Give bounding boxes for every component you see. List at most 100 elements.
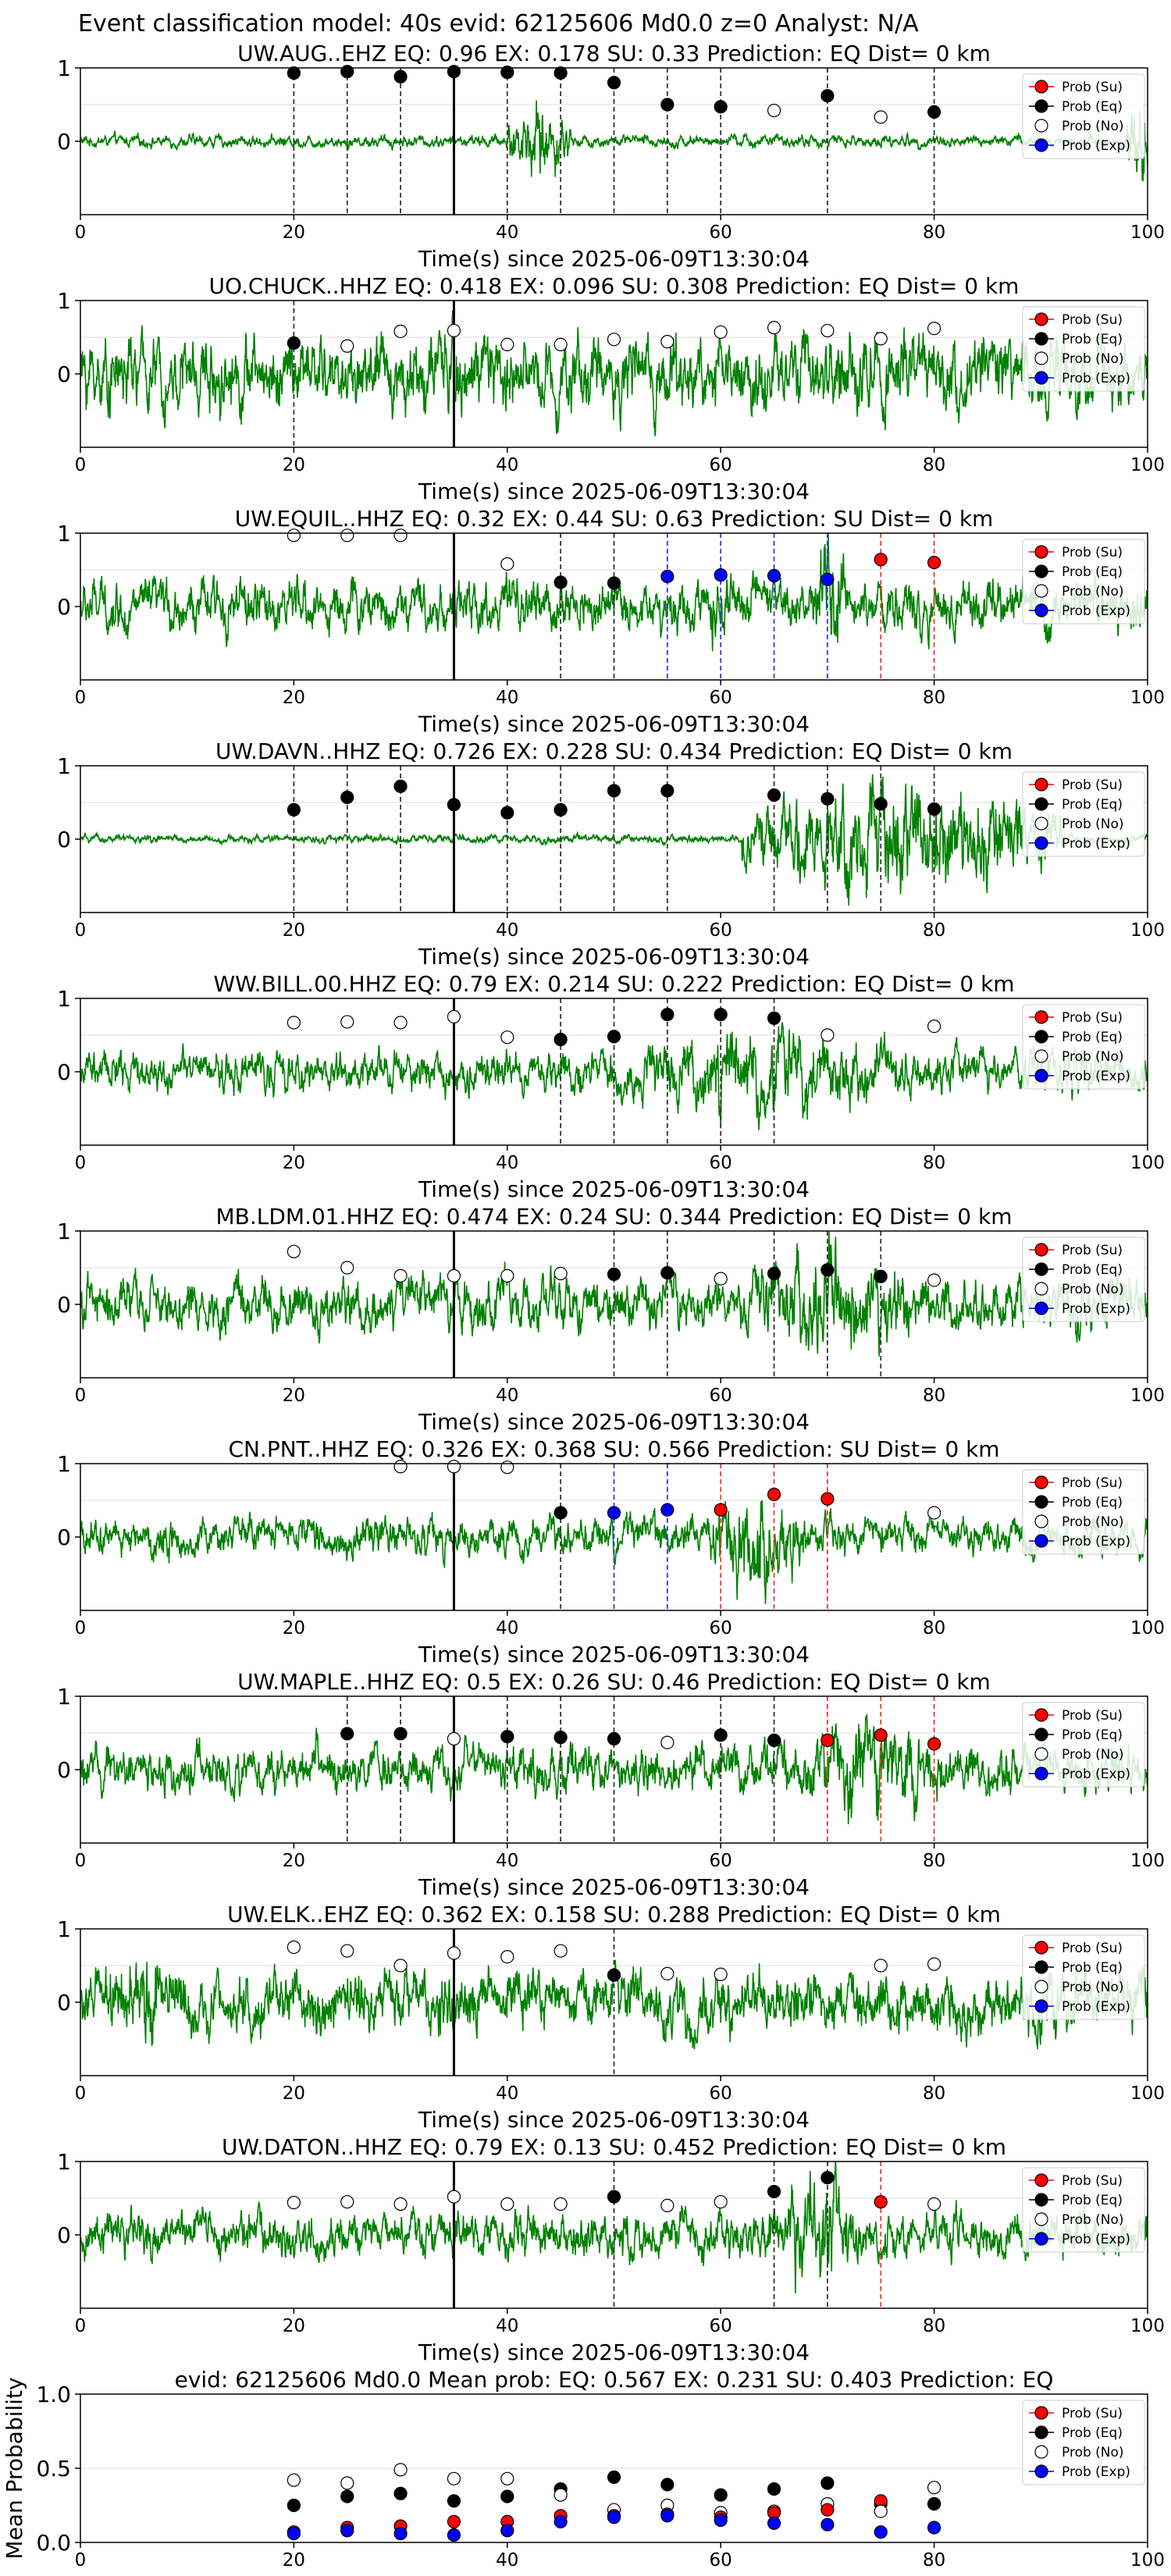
x-tick-label: 60 (710, 1386, 732, 1406)
x-tick-label: 60 (710, 1618, 732, 1638)
legend-marker-su (1034, 1243, 1048, 1257)
x-tick-label: 0 (75, 688, 87, 708)
legend-box (1022, 1934, 1145, 2020)
legend-marker-no (1034, 1980, 1048, 1994)
x-axis-label: Time(s) since 2025-06-09T13:30:04 (418, 479, 810, 504)
prob-point-eq (447, 798, 461, 812)
legend-label: Prob (No) (1062, 2445, 1124, 2460)
prob-point-eq (553, 575, 568, 589)
prob-point-no (287, 528, 301, 543)
legend-label: Prob (Su) (1062, 1941, 1123, 1956)
panel-title: UW.DAVN..HHZ EQ: 0.726 EX: 0.228 SU: 0.4… (215, 738, 1013, 764)
legend: Prob (Su) Prob (Eq) Prob (No) Prob (Exp) (1022, 1469, 1145, 1555)
y-tick-label: 0 (57, 1059, 71, 1085)
panel-title: UW.ELK..EHZ EQ: 0.362 EX: 0.158 SU: 0.28… (227, 1902, 1001, 1927)
legend-marker-no (1034, 1282, 1048, 1296)
legend-label: Prob (Su) (1062, 2173, 1123, 2189)
legend-marker-eq (1034, 1727, 1048, 1742)
x-tick-label: 80 (923, 2316, 945, 2336)
legend-label: Prob (Eq) (1062, 1262, 1123, 1278)
legend-marker-exp (1034, 1534, 1048, 1548)
legend-box (1022, 2400, 1145, 2485)
legend: Prob (Su) Prob (Eq) Prob (No) Prob (Exp) (1022, 73, 1145, 159)
prob-point-no (340, 1944, 354, 1958)
legend-marker-su (1034, 1010, 1048, 1024)
x-tick-label: 0 (75, 222, 87, 243)
prob-point-eq (874, 1269, 888, 1283)
y-tick-label: 1 (57, 521, 71, 546)
prob-point-no (660, 335, 674, 349)
prob-point-su (767, 1487, 781, 1502)
legend-label: Prob (Eq) (1062, 1030, 1123, 1045)
prob-point-eq (553, 1731, 568, 1745)
legend-label: Prob (Exp) (1062, 138, 1130, 154)
prob-point-su (820, 1733, 835, 1747)
x-tick-label: 100 (1130, 222, 1165, 243)
panel-title: UW.AUG..EHZ EQ: 0.96 EX: 0.178 SU: 0.33 … (237, 41, 991, 66)
prob-point-su (714, 1503, 728, 1517)
waveform-line (80, 311, 1148, 436)
prob-point-eq (927, 105, 941, 119)
legend-marker-no (1034, 2445, 1048, 2459)
prob-point-exp (447, 2528, 461, 2542)
legend-label: Prob (Exp) (1062, 2232, 1130, 2247)
legend: Prob (Su) Prob (Eq) Prob (No) Prob (Exp) (1022, 306, 1145, 392)
y-tick-label: 0 (57, 1757, 71, 1783)
y-tick-label: 0 (57, 361, 71, 387)
prob-point-no (500, 1950, 514, 1964)
prob-point-su (927, 555, 941, 570)
y-tick-label: 0 (57, 1292, 71, 1318)
x-tick-label: 100 (1130, 1386, 1165, 1406)
x-tick-label: 60 (710, 222, 732, 243)
plot-area (80, 68, 1148, 215)
panel-title: WW.BILL.00.HHZ EQ: 0.79 EX: 0.214 SU: 0.… (213, 971, 1014, 997)
legend-box (1022, 1236, 1145, 1322)
prob-point-no (340, 339, 354, 353)
prob-point-exp (767, 568, 781, 583)
prob-point-eq (927, 802, 941, 817)
prob-point-eq (607, 1731, 621, 1746)
x-tick-label: 80 (923, 1618, 945, 1638)
x-tick-label: 40 (496, 1153, 518, 1173)
prob-point-exp (660, 2509, 674, 2523)
prob-point-eq (660, 1265, 674, 1280)
x-tick-label: 80 (923, 1851, 945, 1871)
y-tick-label: 1 (57, 1916, 71, 1942)
panel-title: UW.EQUIL..HHZ EQ: 0.32 EX: 0.44 SU: 0.63… (235, 506, 994, 532)
x-tick-label: 40 (496, 1386, 518, 1406)
x-tick-label: 40 (496, 688, 518, 708)
panel-9: UW.DATON..HHZ EQ: 0.79 EX: 0.13 SU: 0.45… (57, 2134, 1165, 2365)
prob-point-eq (767, 788, 781, 802)
legend-label: Prob (No) (1062, 1514, 1124, 1530)
legend-label: Prob (Su) (1062, 80, 1123, 95)
prob-point-eq (607, 2190, 621, 2204)
panel-2: UW.EQUIL..HHZ EQ: 0.32 EX: 0.44 SU: 0.63… (57, 506, 1165, 737)
x-tick-label: 100 (1130, 1851, 1165, 1871)
legend-marker-no (1034, 584, 1048, 598)
legend-marker-exp (1034, 1767, 1048, 1781)
prob-point-no (287, 1940, 301, 1955)
legend-label: Prob (Su) (1062, 1708, 1123, 1724)
prob-point-no (393, 2197, 408, 2211)
prob-point-no (500, 1461, 514, 1475)
legend-marker-exp (1034, 138, 1048, 152)
figure-suptitle: Event classification model: 40s evid: 62… (78, 10, 919, 37)
prob-point-eq (340, 790, 354, 805)
legend-label: Prob (Eq) (1062, 99, 1123, 115)
legend-box (1022, 539, 1145, 624)
legend-label: Prob (Su) (1062, 2406, 1123, 2421)
prob-point-eq (500, 2489, 514, 2503)
x-axis-label: Time(s) since 2025-06-09T13:30:04 (418, 944, 810, 970)
legend-marker-exp (1034, 1069, 1048, 1083)
legend-marker-su (1034, 777, 1048, 792)
x-tick-label: 40 (496, 1851, 518, 1871)
prob-point-eq (820, 89, 835, 103)
x-tick-label: 0 (75, 2316, 87, 2336)
panel-1: UO.CHUCK..HHZ EQ: 0.418 EX: 0.096 SU: 0.… (57, 273, 1165, 504)
x-tick-label: 0 (75, 2550, 87, 2571)
x-tick-label: 100 (1130, 1618, 1165, 1638)
y-tick-label: 0 (57, 2222, 71, 2248)
legend-box (1022, 1702, 1145, 1788)
legend-label: Prob (No) (1062, 1049, 1124, 1065)
x-tick-label: 0 (75, 920, 87, 941)
